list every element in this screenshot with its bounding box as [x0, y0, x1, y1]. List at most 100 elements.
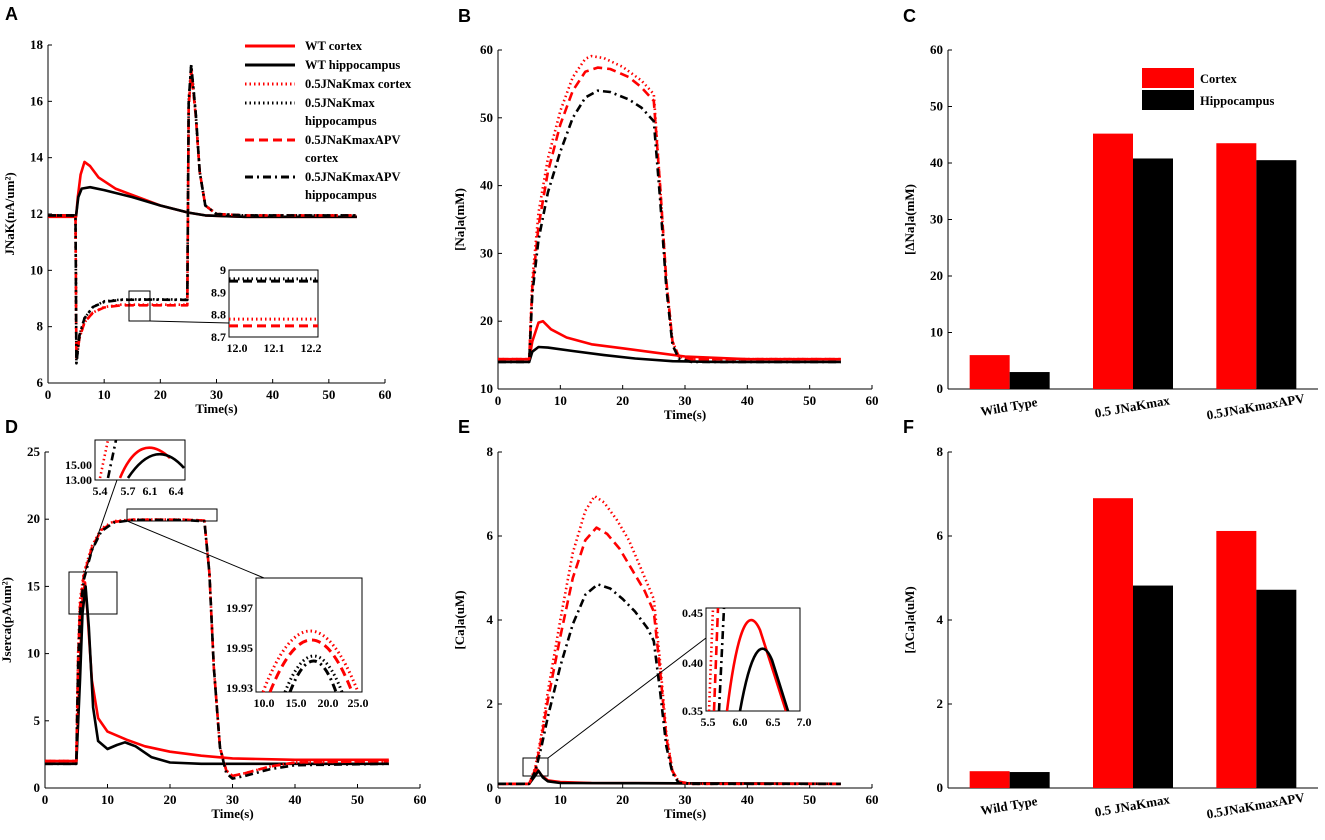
panel-label-C: C [903, 6, 916, 26]
inset-x-tick: 10.0 [254, 696, 275, 710]
legend-swatch [1142, 68, 1194, 88]
x-tick-label: 50 [322, 387, 335, 402]
inset-x-tick: 12.0 [227, 341, 248, 355]
series-line-0.5jnakmaxapv-cortex [498, 526, 841, 786]
y-tick-label: 0 [937, 381, 944, 396]
series-line-0.5jnakmaxapv-cortex [498, 66, 841, 361]
series-line-0.5jnakmax-hippocampus [498, 89, 841, 364]
y-tick-label: 15 [27, 578, 41, 593]
inset-x-tick: 7.0 [797, 715, 812, 729]
inset-x-tick: 5.7 [121, 484, 136, 498]
inset-x-tick: 5.5 [701, 715, 716, 729]
y-tick-label: 0 [937, 780, 944, 795]
inset-x-tick: 20.0 [318, 696, 339, 710]
y-tick-label: 60 [480, 42, 493, 57]
inset-y-tick: 9 [220, 263, 226, 277]
x-axis-label: Time(s) [664, 407, 706, 422]
panel-C: C 0 10 20 30 40 50 60 [ΔNa]a(mM) Wild Type 0.5 JNa… [902, 6, 1318, 423]
bar-cortex [1216, 530, 1257, 788]
x-tick-label: 10 [98, 387, 111, 402]
y-tick-label: 20 [27, 511, 40, 526]
zoom-connector [547, 637, 707, 759]
legend-entry: WT hippocampus [305, 58, 400, 72]
panel-A: A 6 8 10 12 14 16 18 0 10 20 30 40 50 60 Time(s) JNaK(nA… [2, 4, 412, 416]
y-tick-label: 18 [30, 37, 44, 52]
x-tick-label: 0 [495, 792, 502, 807]
panel-label-B: B [458, 6, 471, 26]
series-line-0.5jnakmaxapv-cortex [48, 69, 357, 359]
legend-entry: Cortex [1200, 72, 1238, 86]
bar-hippocampus [1009, 772, 1050, 788]
series-line-wt-hippocampus [48, 185, 357, 219]
y-tick-label: 40 [480, 178, 493, 193]
y-tick-label: 5 [34, 713, 41, 728]
inset-x-tick: 5.4 [93, 484, 108, 498]
inset-x-tick: 12.2 [301, 341, 322, 355]
inset-y-tick: 19.97 [226, 601, 253, 615]
x-tick-label: 60 [379, 387, 392, 402]
y-tick-label: 40 [930, 155, 943, 170]
x-category-label: Wild Type [979, 793, 1038, 818]
inset-y-tick: 19.95 [226, 641, 253, 655]
y-tick-label: 10 [27, 646, 40, 661]
x-category-label: 0.5JNaKmaxAPV [1205, 789, 1306, 821]
inset-curve [126, 452, 185, 479]
inset-curve [106, 439, 118, 479]
y-tick-label: 10 [480, 381, 493, 396]
y-tick-label: 8 [37, 319, 44, 334]
x-tick-label: 40 [266, 387, 279, 402]
x-tick-label: 30 [210, 387, 223, 402]
x-tick-label: 50 [803, 792, 816, 807]
y-tick-label: 20 [480, 313, 493, 328]
x-tick-label: 20 [616, 792, 629, 807]
legend-swatch [1142, 90, 1194, 110]
y-tick-label: 0 [34, 780, 41, 795]
y-tick-label: 12 [30, 206, 43, 221]
inset-right: 19.93 19.95 19.97 10.0 15.0 20.0 25.0 [226, 577, 369, 710]
legend-entry: cortex [305, 151, 339, 165]
y-tick-label: 2 [487, 696, 494, 711]
y-axis-label: [ΔCa]a(uM) [902, 586, 917, 653]
legend-entry: 0.5JNaKmaxAPV [305, 133, 400, 147]
y-tick-label: 4 [487, 612, 494, 627]
x-axis-label: Time(s) [195, 401, 237, 416]
y-axis-label: [Ca]a(uM) [452, 590, 467, 649]
zoom-connector [126, 520, 265, 579]
y-axis-label: JNaK(nA/um²) [2, 172, 17, 255]
legend-entry: hippocampus [305, 188, 377, 202]
x-tick-label: 10 [101, 792, 114, 807]
x-tick-label: 0 [42, 792, 49, 807]
panel-label-F: F [903, 417, 914, 437]
y-tick-label: 6 [37, 375, 44, 390]
inset-curve [288, 659, 338, 693]
inset-y-tick: 8.7 [211, 330, 226, 344]
y-tick-label: 50 [480, 110, 493, 125]
legend-entry: Hippocampus [1200, 94, 1274, 108]
x-tick-label: 50 [351, 792, 364, 807]
inset-curve [738, 647, 790, 712]
y-tick-label: 2 [937, 696, 944, 711]
x-tick-label: 60 [866, 792, 879, 807]
y-tick-label: 30 [480, 245, 493, 260]
y-tick-label: 20 [930, 268, 943, 283]
x-tick-label: 30 [679, 393, 692, 408]
inset-y-tick: 0.40 [682, 656, 703, 670]
series-line-0.5jnakmax-hippocampus [45, 518, 389, 780]
x-tick-label: 50 [803, 393, 816, 408]
zoom-connector [149, 320, 230, 324]
x-tick-label: 20 [616, 393, 629, 408]
legend-entry: 0.5JNaKmaxAPV [305, 170, 400, 184]
series-line-wt-hippocampus [45, 585, 389, 766]
inset: 8.7 8.8 8.9 9 12.0 12.1 12.2 [211, 263, 322, 355]
x-tick-label: 20 [164, 792, 177, 807]
y-tick-label: 50 [930, 99, 943, 114]
inset-curve [98, 439, 110, 479]
x-tick-label: 20 [154, 387, 167, 402]
legend-entry: hippocampus [305, 114, 377, 128]
y-axis-label: [ΔNa]a(mM) [902, 184, 917, 255]
bar-cortex [1216, 143, 1257, 389]
x-axis-label: Time(s) [211, 806, 253, 821]
inset-y-tick: 13.00 [65, 473, 92, 487]
y-axis-label: [Na]a(mM) [452, 188, 467, 251]
